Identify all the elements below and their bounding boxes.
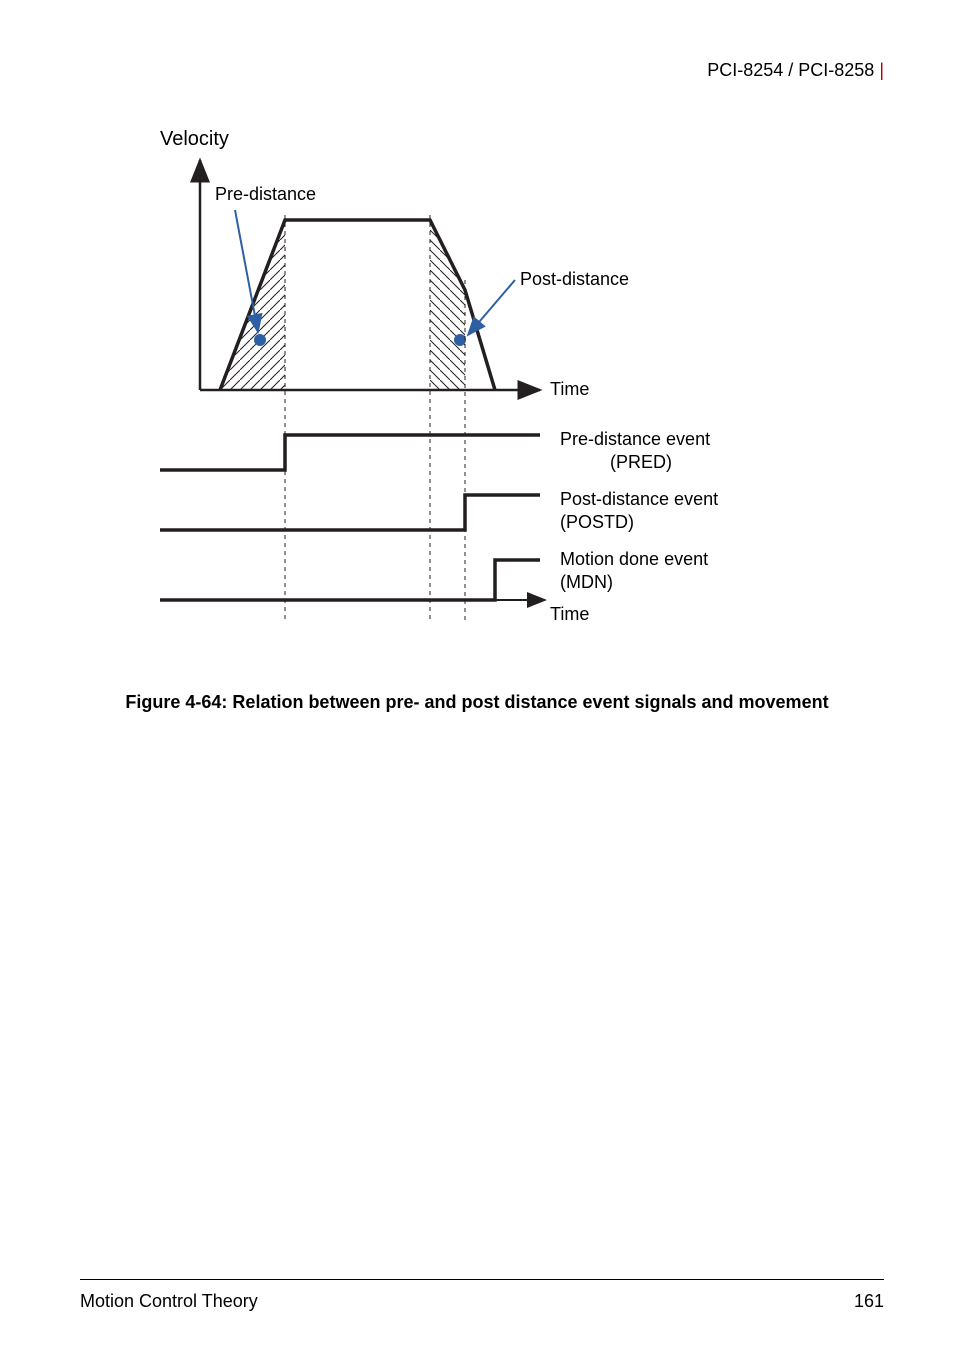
time-bottom-label: Time [550,604,589,624]
footer-line [80,1279,884,1280]
pre-distance-label: Pre-distance [215,184,316,204]
figure-diagram: Pre-distance Post-distance Velocity Time… [100,110,854,670]
postd-event-label-1: Post-distance event [560,489,718,509]
mdn-event-label-2: (MDN) [560,572,613,592]
document-header: PCI-8254 / PCI-8258 | [707,60,884,81]
time-top-label: Time [550,379,589,399]
page-number: 161 [854,1291,884,1312]
figure-caption: Figure 4-64: Relation between pre- and p… [100,690,854,715]
pred-event-label-2: (PRED) [610,452,672,472]
model-text: PCI-8254 / PCI-8258 [707,60,874,80]
mdn-event-label-1: Motion done event [560,549,708,569]
header-bar: | [874,60,884,80]
footer-section: Motion Control Theory [80,1291,258,1312]
velocity-label: Velocity [160,128,229,150]
post-distance-label: Post-distance [520,269,629,289]
pred-event-label-1: Pre-distance event [560,429,710,449]
postd-event-label-2: (POSTD) [560,512,634,532]
